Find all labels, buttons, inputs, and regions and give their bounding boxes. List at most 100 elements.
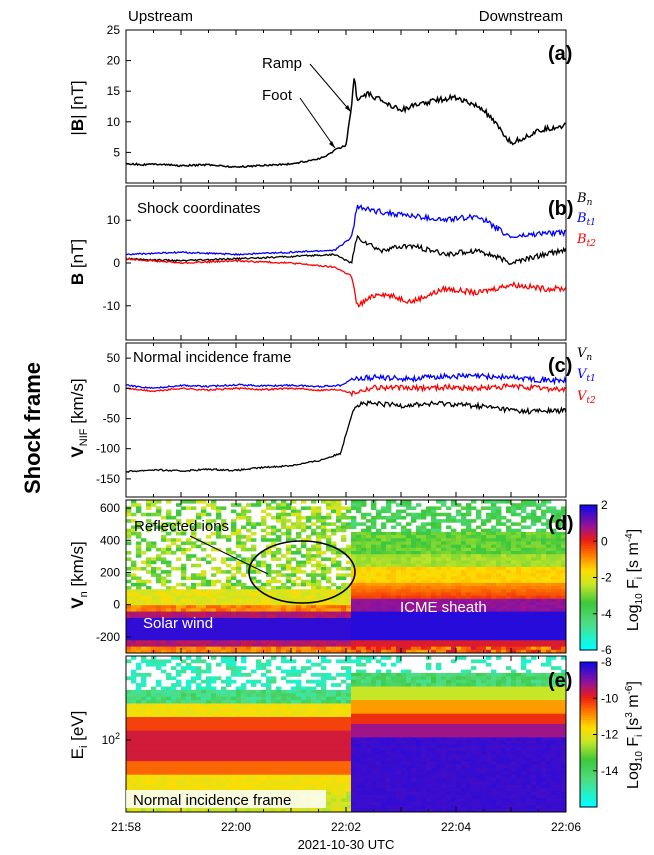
heatmap-e-cell (151, 706, 157, 711)
heatmap-d-cell (386, 589, 392, 593)
heatmap-d-cell (546, 637, 552, 641)
heatmap-d-cell (151, 522, 157, 526)
heatmap-d-cell (356, 503, 362, 507)
heatmap-d-cell (406, 579, 412, 584)
heatmap-e-cell (126, 757, 132, 762)
heatmap-d-cell (526, 579, 532, 584)
heatmap-d-cell (496, 649, 502, 654)
heatmap-d-cell (221, 624, 227, 628)
heatmap-d-cell (501, 563, 507, 568)
heatmap-d-cell (346, 640, 352, 644)
heatmap-e-cell (281, 808, 287, 813)
heatmap-d-cell (141, 624, 147, 628)
heatmap-d-cell (446, 512, 452, 517)
heatmap-e-cell (231, 737, 237, 742)
heatmap-d-cell (356, 598, 362, 603)
heatmap-d-cell (351, 547, 357, 552)
heatmap-e-cell (201, 750, 207, 755)
heatmap-d-cell (356, 633, 362, 638)
heatmap-e-cell (206, 703, 212, 708)
heatmap-e-cell (216, 744, 222, 748)
heatmap-e-cell (171, 808, 177, 813)
heatmap-d-cell (156, 621, 162, 625)
heatmap-d-cell (421, 515, 427, 520)
heatmap-d-cell (536, 573, 542, 577)
heatmap-d-cell (136, 582, 142, 587)
heatmap-e-cell (276, 744, 282, 748)
heatmap-d-cell (496, 579, 502, 584)
heatmap-d-cell (281, 627, 287, 632)
heatmap-d-cell (256, 522, 262, 526)
heatmap-d-cell (146, 617, 152, 622)
heatmap-d-cell (196, 649, 202, 654)
heatmap-e-cell (146, 672, 152, 677)
heatmap-e-cell (186, 666, 192, 670)
heatmap-e-cell (201, 717, 207, 721)
heatmap-d-cell (466, 506, 472, 510)
heatmap-d-cell (436, 624, 442, 628)
heatmap-d-cell (201, 646, 207, 651)
heatmap-d-cell (341, 535, 347, 539)
heatmap-e-cell (201, 784, 207, 789)
heatmap-d-cell (316, 573, 322, 577)
heatmap-d-cell (326, 630, 332, 635)
heatmap-d-cell (236, 579, 242, 584)
heatmap-d-cell (301, 544, 307, 549)
heatmap-d-cell (526, 582, 532, 587)
heatmap-d-cell (271, 554, 277, 558)
heatmap-e-cell (206, 683, 212, 687)
heatmap-d-cell (371, 576, 377, 581)
heatmap-e-cell (196, 764, 202, 769)
heatmap-e-cell (311, 706, 317, 711)
heatmap-d-cell (201, 506, 207, 510)
heatmap-d-cell (401, 598, 407, 603)
heatmap-d-cell (136, 621, 142, 625)
heatmap-d-cell (426, 535, 432, 539)
heatmap-e-cell (291, 771, 297, 776)
heatmap-d-cell (291, 624, 297, 628)
heatmap-d-cell (186, 589, 192, 593)
heatmap-d-cell (371, 608, 377, 612)
heatmap-e-cell (311, 703, 317, 708)
heatmap-d-cell (526, 617, 532, 622)
heatmap-d-cell (491, 566, 497, 571)
heatmap-d-cell (351, 602, 357, 606)
heatmap-e-cell (171, 717, 177, 721)
heatmap-d-cell (136, 531, 142, 536)
heatmap-d-cell (536, 535, 542, 539)
heatmap-d-cell (126, 633, 132, 638)
heatmap-d-cell (456, 579, 462, 584)
heatmap-d-cell (316, 605, 322, 609)
heatmap-d-cell (336, 512, 342, 517)
heatmap-d-cell (366, 598, 372, 603)
heatmap-e-cell (241, 720, 247, 725)
heatmap-d-cell (466, 649, 472, 654)
heatmap-d-cell (321, 646, 327, 651)
heatmap-d-cell (461, 637, 467, 641)
heatmap-d-cell (346, 547, 352, 552)
heatmap-e-cell (256, 737, 262, 742)
heatmap-d-cell (421, 602, 427, 606)
heatmap-e-cell (281, 767, 287, 772)
heatmap-e-cell (166, 723, 172, 728)
heatmap-d-cell (146, 500, 152, 504)
heatmap-d-cell (311, 579, 317, 584)
heatmap-d-cell (506, 576, 512, 581)
heatmap-d-cell (446, 582, 452, 587)
heatmap-d-cell (366, 512, 372, 517)
heatmap-d-cell (511, 535, 517, 539)
heatmap-d-cell (356, 566, 362, 571)
heatmap-d-cell (491, 611, 497, 616)
heatmap-d-cell (521, 611, 527, 616)
heatmap-d-cell (206, 589, 212, 593)
heatmap-d-cell (406, 531, 412, 536)
heatmap-d-cell (526, 566, 532, 571)
heatmap-e-cell (241, 723, 247, 728)
heatmap-d-cell (376, 538, 382, 542)
heatmap-d-cell (411, 640, 417, 644)
heatmap-e-cell (291, 706, 297, 711)
heatmap-d-cell (481, 611, 487, 616)
heatmap-d-cell (561, 531, 567, 536)
heatmap-d-cell (356, 551, 362, 555)
